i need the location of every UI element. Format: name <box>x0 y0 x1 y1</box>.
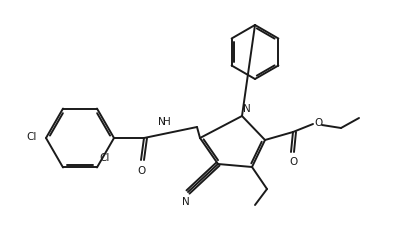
Text: O: O <box>289 157 297 167</box>
Text: Cl: Cl <box>99 153 109 163</box>
Text: O: O <box>138 166 146 176</box>
Text: Cl: Cl <box>26 132 36 142</box>
Text: H: H <box>163 116 170 126</box>
Text: N: N <box>182 197 190 207</box>
Text: N: N <box>243 104 251 114</box>
Text: O: O <box>314 118 322 128</box>
Text: N: N <box>158 116 166 126</box>
